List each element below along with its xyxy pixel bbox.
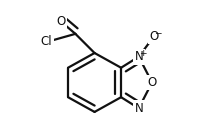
Text: N: N <box>134 102 143 115</box>
Text: O: O <box>56 15 65 28</box>
Text: O: O <box>147 76 157 89</box>
Text: −: − <box>154 29 161 38</box>
Text: N: N <box>134 50 143 63</box>
Text: +: + <box>139 49 147 58</box>
Text: O: O <box>150 30 159 43</box>
Text: Cl: Cl <box>41 36 52 49</box>
